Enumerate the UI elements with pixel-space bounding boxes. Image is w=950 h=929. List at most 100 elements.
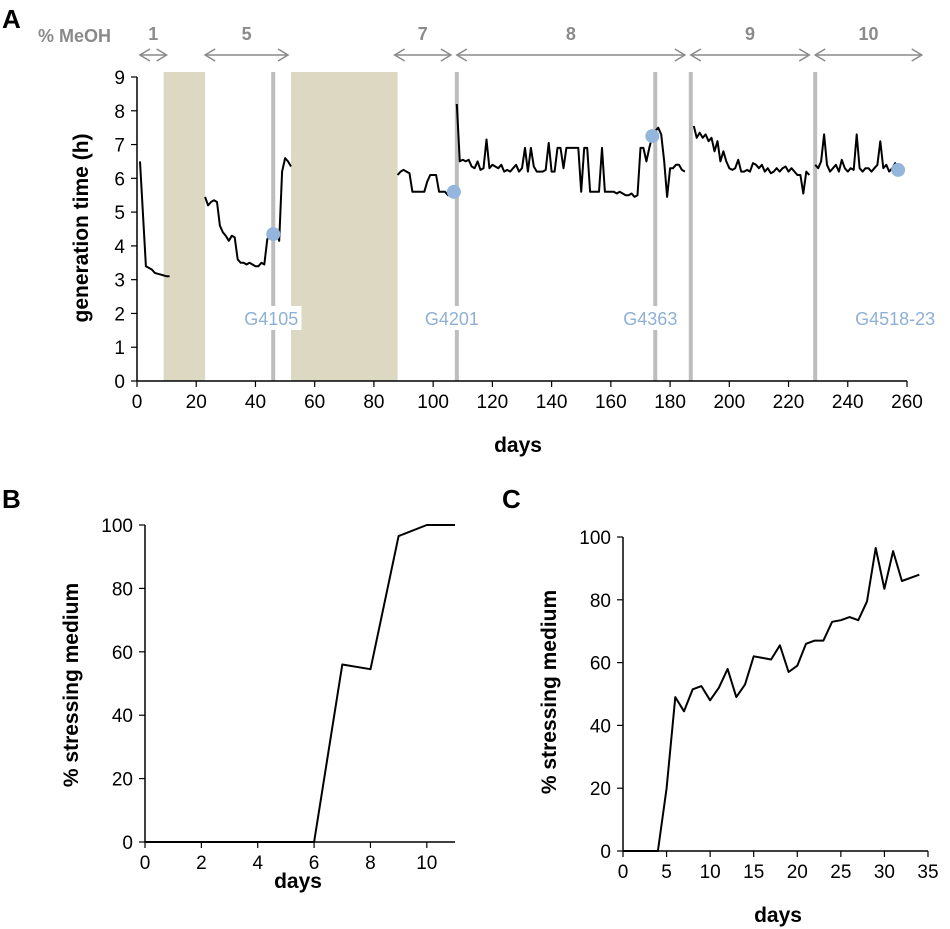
x-tick-label: 25 xyxy=(830,862,851,883)
x-tick-label: 100 xyxy=(417,392,449,413)
y-tick-label: 9 xyxy=(114,68,125,89)
x-tick-label: 0 xyxy=(140,853,151,874)
phase-arrow-head-left xyxy=(689,48,702,62)
x-tick-label: 180 xyxy=(654,392,686,413)
panel-b: B 0 20 40 60 80 100 0 2 4 6 8 10 % stressing medium… xyxy=(2,484,455,893)
x-tick-label: 200 xyxy=(713,392,745,413)
stress-bands xyxy=(163,72,398,381)
x-tick-label: 20 xyxy=(186,392,207,413)
x-axis-title: days xyxy=(754,904,802,927)
x-tick-label: 160 xyxy=(595,392,627,413)
x-tick-label: 260 xyxy=(891,392,923,413)
x-tick-label: 80 xyxy=(363,392,384,413)
phase-arrow-head-left xyxy=(813,48,826,62)
y-tick-label: 40 xyxy=(590,716,611,737)
y-tick-label: 5 xyxy=(114,203,125,224)
series-line xyxy=(145,524,455,843)
y-axis-title: % stressing medium xyxy=(60,583,83,787)
phase-arrow-head-left xyxy=(393,48,406,62)
y-tick-label: 60 xyxy=(590,654,611,675)
meoh-header: % MeOH xyxy=(38,26,111,46)
sample-point xyxy=(446,184,461,199)
stress-band xyxy=(163,72,206,381)
phase-arrow-head-right xyxy=(277,48,290,62)
meoh-phase-label: 1 xyxy=(148,24,158,44)
x-tick-label: 140 xyxy=(536,392,568,413)
sample-point xyxy=(891,162,906,177)
y-axis-title: generation time (h) xyxy=(70,133,93,322)
phase-arrow-head-left xyxy=(203,48,216,62)
x-tick-label: 6 xyxy=(309,853,320,874)
series-segment xyxy=(814,133,902,173)
y-axis-title: % stressing medium xyxy=(538,590,561,794)
series-segment xyxy=(692,125,811,195)
series-segment xyxy=(139,161,170,278)
x-tick-label: 60 xyxy=(304,392,325,413)
y-tick-label: 20 xyxy=(590,779,611,800)
sample-label-bg xyxy=(849,306,942,330)
x-tick-label: 20 xyxy=(787,862,808,883)
axes: 0 20 40 60 80 100 0 2 4 6 8 10 xyxy=(101,516,455,874)
x-tick-label: 0 xyxy=(618,862,629,883)
x-tick-label: 4 xyxy=(252,853,263,874)
x-tick-label: 30 xyxy=(874,862,895,883)
sample-point xyxy=(266,227,281,242)
sample-label: G4105 xyxy=(244,309,298,329)
phase-arrow-head-right xyxy=(156,48,169,62)
x-axis-title: days xyxy=(494,434,542,457)
meoh-phase-label: 8 xyxy=(566,24,576,44)
meoh-phases: 1 5 7 8 9 10 xyxy=(138,24,924,62)
sample-points: G4105 G4201 G4363 G4518-23 xyxy=(240,129,942,330)
panel-a-letter: A xyxy=(2,4,21,34)
panel-c-letter: C xyxy=(502,484,521,514)
y-tick-label: 60 xyxy=(112,643,133,664)
y-tick-label: 0 xyxy=(122,833,133,854)
sample-label: G4518-23 xyxy=(855,309,935,329)
y-tick-label: 0 xyxy=(114,372,125,393)
x-tick-label: 10 xyxy=(700,862,721,883)
sample-label: G4363 xyxy=(623,309,677,329)
series-segment xyxy=(204,157,292,268)
y-tick-label: 4 xyxy=(114,237,125,258)
y-tick-label: 100 xyxy=(579,528,611,549)
panel-a: A % MeOH 1 5 7 8 9 10 0 1 2 3 4 5 6 7 8 9 0 20 40 60 80 100 1… xyxy=(2,4,942,457)
x-axis-title: days xyxy=(274,870,322,893)
y-tick-label: 2 xyxy=(114,304,125,325)
phase-arrow-head-right xyxy=(674,48,687,62)
meoh-phase-label: 5 xyxy=(242,24,252,44)
x-tick-label: 15 xyxy=(743,862,764,883)
stressing-medium-series xyxy=(623,547,920,852)
y-tick-label: 40 xyxy=(112,706,133,727)
meoh-phase-label: 9 xyxy=(745,24,755,44)
meoh-phase-label: 10 xyxy=(858,24,878,44)
series-segment xyxy=(455,103,686,198)
y-tick-label: 80 xyxy=(112,579,133,600)
series-segment xyxy=(396,168,452,197)
meoh-phase-label: 7 xyxy=(418,24,428,44)
phase-arrow-head-right xyxy=(911,48,924,62)
y-tick-label: 100 xyxy=(101,516,133,537)
x-tick-label: 5 xyxy=(661,862,672,883)
x-tick-label: 120 xyxy=(477,392,509,413)
stress-band xyxy=(291,72,398,381)
y-tick-label: 1 xyxy=(114,338,125,359)
stressing-medium-series xyxy=(145,524,455,843)
x-tick-label: 0 xyxy=(132,392,143,413)
sample-label: G4201 xyxy=(425,309,479,329)
x-tick-label: 8 xyxy=(365,853,376,874)
y-tick-label: 6 xyxy=(114,169,125,190)
phase-arrow-head-left xyxy=(138,48,151,62)
x-tick-label: 35 xyxy=(917,862,938,883)
x-tick-label: 2 xyxy=(196,853,207,874)
phase-arrow-head-left xyxy=(455,48,468,62)
x-tick-label: 10 xyxy=(416,853,437,874)
sample-label-bg xyxy=(240,306,302,330)
sample-label-bg xyxy=(620,306,681,330)
axes: 0 1 2 3 4 5 6 7 8 9 0 20 40 60 80 100 120 140 160 180 200 220… xyxy=(114,68,922,413)
y-tick-label: 20 xyxy=(112,770,133,791)
y-tick-label: 8 xyxy=(114,102,125,123)
panel-b-letter: B xyxy=(2,484,21,514)
y-tick-label: 3 xyxy=(114,271,125,292)
generation-time-series xyxy=(139,103,902,278)
